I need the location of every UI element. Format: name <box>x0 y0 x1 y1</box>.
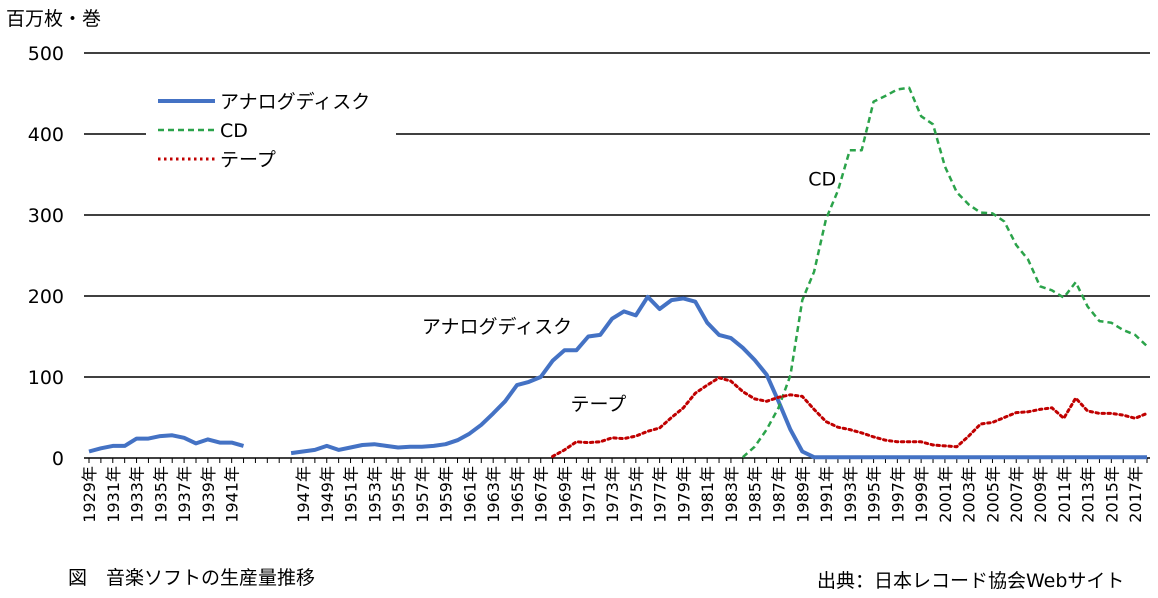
x-tick-label-1989: 1989年 <box>793 466 812 523</box>
x-tick-label-2003: 2003年 <box>960 466 979 523</box>
x-tick-label-1947: 1947年 <box>294 466 313 523</box>
x-tick-label-2013: 2013年 <box>1079 466 1098 523</box>
y-tick-label-300: 300 <box>28 205 64 227</box>
x-tick-label-1935: 1935年 <box>151 466 170 523</box>
x-tick-label-1975: 1975年 <box>627 466 646 523</box>
x-tick-label-1993: 1993年 <box>841 466 860 523</box>
y-axis-unit-label: 百万枚・巻 <box>6 8 102 30</box>
x-tick-label-1951: 1951年 <box>342 466 361 523</box>
x-tick-label-2011: 2011年 <box>1055 466 1074 523</box>
x-tick-label-1941: 1941年 <box>223 466 242 523</box>
series-line-0-segment-1 <box>290 294 1147 460</box>
y-tick-label-400: 400 <box>28 124 64 146</box>
line-chart: 0 100 200 300 400 500 1929年 1931年 1933年 1935年 1937… <box>28 43 1150 523</box>
x-tick-label-2015: 2015年 <box>1102 466 1121 523</box>
annotation-label-1: アナログディスク <box>422 316 572 338</box>
x-tick-label-1991: 1991年 <box>817 466 836 523</box>
x-tick-label-2017: 2017年 <box>1126 466 1145 523</box>
annotation-label-0: CD <box>808 169 836 191</box>
legend-label-1: CD <box>220 120 248 142</box>
x-tick-label-1983: 1983年 <box>722 466 741 523</box>
x-tick-label-2007: 2007年 <box>1007 466 1026 523</box>
x-tick-label-1953: 1953年 <box>365 466 384 523</box>
legend-label-2: テープ <box>220 149 276 171</box>
series-line-2-segment-0 <box>551 376 1149 458</box>
x-tick-label-1933: 1933年 <box>128 466 147 523</box>
x-tick-label-1981: 1981年 <box>698 466 717 523</box>
y-tick-label-100: 100 <box>28 367 64 389</box>
x-tick-label-2009: 2009年 <box>1031 466 1050 523</box>
y-tick-label-200: 200 <box>28 286 64 308</box>
series-line-0-segment-0 <box>88 433 245 454</box>
x-tick-label-1965: 1965年 <box>508 466 527 523</box>
x-tick-label-1959: 1959年 <box>437 466 456 523</box>
x-tick-label-1967: 1967年 <box>532 466 551 523</box>
x-tick-label-2005: 2005年 <box>983 466 1002 523</box>
figure-caption: 図 音楽ソフトの生産量推移 <box>68 567 316 589</box>
x-tick-label-1979: 1979年 <box>674 466 693 523</box>
series-line-1-segment-0 <box>741 86 1148 459</box>
x-tick-label-1961: 1961年 <box>460 466 479 523</box>
x-tick-label-1957: 1957年 <box>413 466 432 523</box>
y-tick-label-500: 500 <box>28 43 64 65</box>
x-tick-label-1971: 1971年 <box>579 466 598 523</box>
x-tick-label-1949: 1949年 <box>318 466 337 523</box>
x-tick-label-1973: 1973年 <box>603 466 622 523</box>
x-tick-label-1977: 1977年 <box>651 466 670 523</box>
x-tick-label-1963: 1963年 <box>484 466 503 523</box>
x-tick-label-1999: 1999年 <box>912 466 931 523</box>
source-credit: 出典：日本レコード協会Webサイト <box>817 570 1125 592</box>
annotation-label-2: テープ <box>570 394 626 416</box>
x-tick-label-1985: 1985年 <box>746 466 765 523</box>
y-tick-label-0: 0 <box>52 448 64 470</box>
x-tick-label-1937: 1937年 <box>175 466 194 523</box>
x-tick-label-2001: 2001年 <box>936 466 955 523</box>
x-tick-label-1929: 1929年 <box>80 466 99 523</box>
x-tick-label-1995: 1995年 <box>865 466 884 523</box>
legend-label-0: アナログディスク <box>220 91 370 113</box>
x-tick-label-1997: 1997年 <box>888 466 907 523</box>
x-tick-label-1987: 1987年 <box>769 466 788 523</box>
legend-box <box>146 80 396 182</box>
x-tick-label-1969: 1969年 <box>556 466 575 523</box>
x-tick-label-1955: 1955年 <box>389 466 408 523</box>
x-tick-label-1931: 1931年 <box>104 466 123 523</box>
x-tick-label-1939: 1939年 <box>199 466 218 523</box>
